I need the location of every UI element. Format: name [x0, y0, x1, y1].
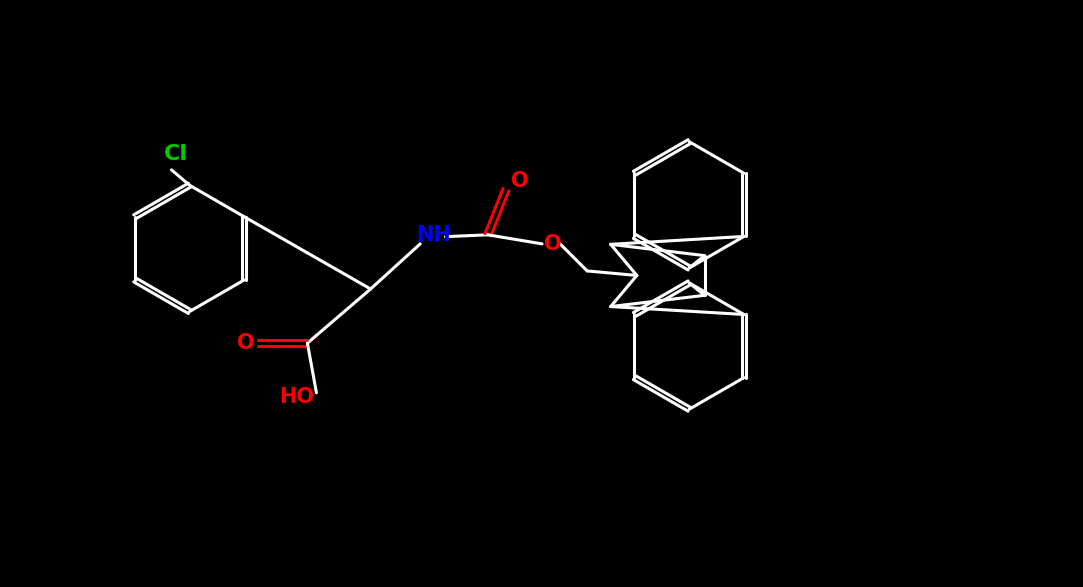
Text: O: O	[511, 171, 529, 191]
Text: HO: HO	[279, 387, 314, 407]
Text: Cl: Cl	[164, 144, 188, 164]
Text: O: O	[237, 333, 255, 353]
Text: NH: NH	[416, 225, 452, 245]
Text: O: O	[544, 234, 562, 254]
